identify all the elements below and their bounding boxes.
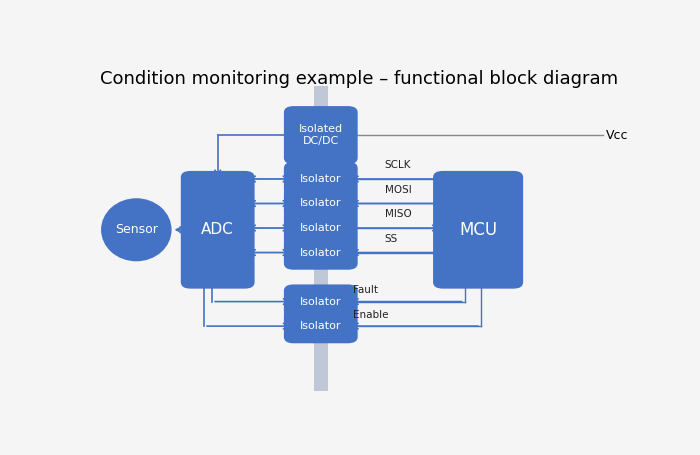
FancyBboxPatch shape (433, 171, 523, 288)
Text: Condition monitoring example – functional block diagram: Condition monitoring example – functiona… (99, 71, 618, 88)
Text: Isolator: Isolator (300, 198, 342, 208)
FancyBboxPatch shape (284, 235, 358, 270)
Text: ADC: ADC (202, 222, 234, 237)
Text: Isolator: Isolator (300, 321, 342, 331)
FancyBboxPatch shape (284, 309, 358, 343)
Text: MISO: MISO (384, 209, 412, 219)
FancyBboxPatch shape (284, 106, 358, 164)
Ellipse shape (101, 198, 172, 261)
FancyBboxPatch shape (181, 171, 255, 288)
Text: Isolator: Isolator (300, 248, 342, 258)
FancyBboxPatch shape (284, 187, 358, 221)
Text: Isolated
DC/DC: Isolated DC/DC (299, 124, 343, 147)
FancyBboxPatch shape (284, 162, 358, 196)
Text: MCU: MCU (459, 221, 497, 239)
Text: Vcc: Vcc (606, 129, 628, 142)
Text: Isolator: Isolator (300, 297, 342, 307)
Text: Enable: Enable (354, 310, 388, 320)
Text: Isolator: Isolator (300, 174, 342, 184)
Text: SS: SS (384, 234, 398, 244)
Text: Sensor: Sensor (115, 223, 158, 236)
FancyBboxPatch shape (284, 284, 358, 319)
Bar (314, 86, 328, 391)
Text: SCLK: SCLK (384, 160, 411, 170)
Text: Isolator: Isolator (300, 223, 342, 233)
FancyBboxPatch shape (284, 211, 358, 245)
Text: Fault: Fault (354, 285, 378, 295)
Text: MOSI: MOSI (384, 185, 412, 195)
